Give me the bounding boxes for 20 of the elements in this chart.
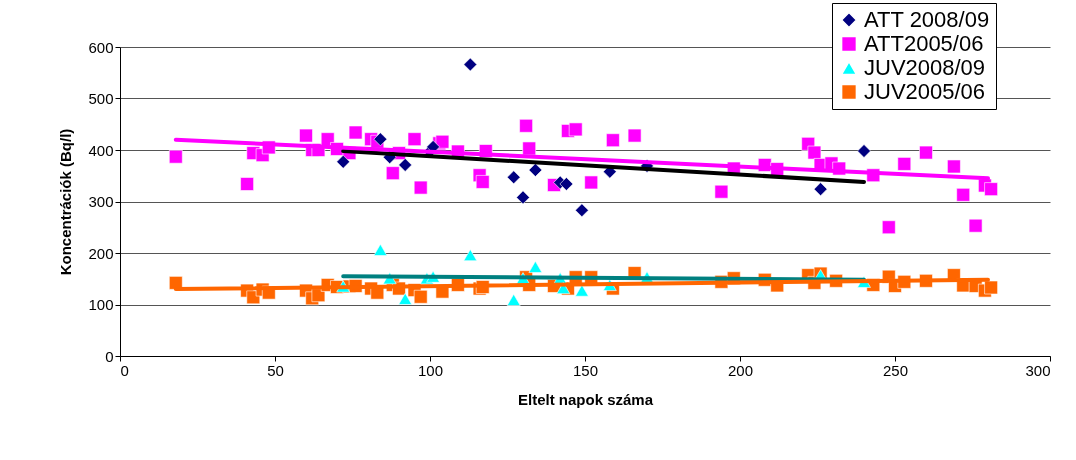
x-axis-title: Eltelt napok száma [517,390,654,408]
y-tick-label: 400 [88,141,114,159]
legend-label: JUV2005/06 [864,79,986,104]
x-tick-label: 50 [267,361,284,379]
legend-label: ATT2005/06 [864,31,984,56]
y-tick-label: 100 [88,296,114,313]
legend-label: ATT 2008/09 [864,7,990,32]
x-tick-label: 150 [572,361,599,379]
y-axis-title: Koncentrációk (Bq/l) [57,128,75,276]
x-tick-label: 250 [882,361,909,379]
x-tick-label: 0 [120,361,129,379]
x-tick-label: 300 [1025,361,1051,379]
y-tick-label: 600 [88,38,114,56]
x-tick-label: 100 [417,361,444,379]
legend-label: JUV2008/09 [864,55,986,80]
x-tick-label: 200 [727,361,754,379]
y-tick-label: 300 [88,193,114,210]
y-tick-label: 500 [88,90,114,107]
y-tick-label: 200 [88,244,114,262]
y-tick-label: 0 [105,347,114,365]
